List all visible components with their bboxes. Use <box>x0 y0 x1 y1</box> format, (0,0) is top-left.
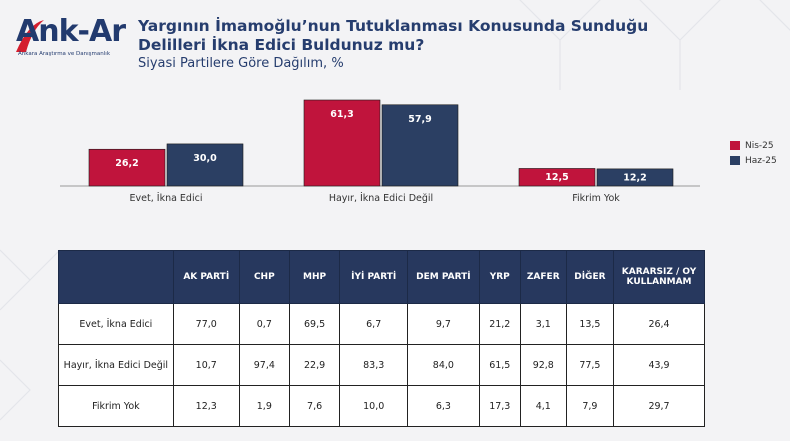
table-cell: 77,5 <box>565 344 615 386</box>
brand-tagline: Ankara Araştırma ve Danışmanlık <box>18 51 110 57</box>
col-header: DEM PARTİ <box>407 250 480 304</box>
table-cell: 3,1 <box>519 303 567 345</box>
col-header: İYİ PARTİ <box>339 250 409 304</box>
row-label: Fikrim Yok <box>58 385 174 427</box>
table-header-row: AK PARTİ CHP MHP İYİ PARTİ DEM PARTİ YRP… <box>58 250 705 304</box>
logo-swoosh-icon <box>16 20 44 52</box>
legend-swatch-nis <box>730 141 740 150</box>
data-label: 61,3 <box>330 109 353 120</box>
data-label: 57,9 <box>408 114 431 125</box>
table-cell: 92,8 <box>519 344 567 386</box>
table-row: Fikrim Yok 12,3 1,9 7,6 10,0 6,3 17,3 4,… <box>58 385 705 427</box>
table-row: Hayır, İkna Edici Değil 10,7 97,4 22,9 8… <box>58 344 705 386</box>
table-cell: 10,0 <box>339 385 409 427</box>
table-cell: 77,0 <box>172 303 240 345</box>
table-cell: 26,4 <box>613 303 705 345</box>
table-cell: 13,5 <box>565 303 615 345</box>
chart-legend: Nis-25 Haz-25 <box>730 138 777 168</box>
table-cell: 22,9 <box>288 344 341 386</box>
table-corner-cell <box>58 250 174 304</box>
brand-name: Ank-Ar <box>16 14 126 49</box>
col-header: DİĞER <box>565 250 615 304</box>
table-cell: 69,5 <box>288 303 341 345</box>
col-header: YRP <box>478 250 521 304</box>
col-header: MHP <box>288 250 341 304</box>
table-cell: 61,5 <box>478 344 521 386</box>
col-header: KARARSIZ / OY KULLANMAM <box>613 250 705 304</box>
bar-nis-25-1 <box>303 99 381 187</box>
table-cell: 6,3 <box>407 385 480 427</box>
col-header: ZAFER <box>519 250 567 304</box>
table-cell: 29,7 <box>613 385 705 427</box>
legend-item-haz: Haz-25 <box>730 153 777 168</box>
title-line-2: Delilleri İkna Edici Buldunuz mu? <box>138 36 425 54</box>
bar-haz-25-0 <box>166 143 244 187</box>
col-header: CHP <box>238 250 290 304</box>
category-label: Fikrim Yok <box>572 193 620 204</box>
subtitle: Siyasi Partilere Göre Dağılım, % <box>138 56 344 71</box>
page-title: Yargının İmamoğlu’nun Tutuklanması Konus… <box>138 17 698 73</box>
table-cell: 6,7 <box>339 303 409 345</box>
bar-chart: 26,2 30,0 Evet, İkna Edici 61,3 57,9 Hayır, İ… <box>60 99 700 204</box>
table-cell: 4,1 <box>519 385 567 427</box>
table-cell: 21,2 <box>478 303 521 345</box>
row-label: Hayır, İkna Edici Değil <box>58 344 174 386</box>
legend-swatch-haz <box>730 156 740 165</box>
data-label: 12,2 <box>623 172 646 183</box>
data-label: 30,0 <box>193 153 217 164</box>
table-cell: 1,9 <box>238 385 290 427</box>
table-cell: 7,9 <box>565 385 615 427</box>
bar-haz-25-2 <box>596 168 674 187</box>
table-cell: 0,7 <box>238 303 290 345</box>
table-cell: 97,4 <box>238 344 290 386</box>
table-cell: 17,3 <box>478 385 521 427</box>
row-label: Evet, İkna Edici <box>58 303 174 345</box>
table-cell: 10,7 <box>172 344 240 386</box>
bar-haz-25-1 <box>381 104 459 187</box>
table-cell: 9,7 <box>407 303 480 345</box>
data-label: 26,2 <box>115 158 138 169</box>
data-label: 12,5 <box>545 172 568 183</box>
table-cell: 43,9 <box>613 344 705 386</box>
legend-label-haz: Haz-25 <box>745 155 777 166</box>
table-cell: 12,3 <box>172 385 240 427</box>
bar-nis-25-0 <box>88 148 166 187</box>
legend-item-nis: Nis-25 <box>730 138 777 153</box>
party-breakdown-table: AK PARTİ CHP MHP İYİ PARTİ DEM PARTİ YRP… <box>58 250 705 427</box>
legend-label-nis: Nis-25 <box>745 140 774 151</box>
title-line-1: Yargının İmamoğlu’nun Tutuklanması Konus… <box>138 17 649 35</box>
table-cell: 7,6 <box>288 385 341 427</box>
category-label: Hayır, İkna Edici Değil <box>329 193 433 204</box>
table-cell: 84,0 <box>407 344 480 386</box>
category-label: Evet, İkna Edici <box>130 193 203 204</box>
bar-nis-25-2 <box>518 168 596 187</box>
col-header: AK PARTİ <box>172 250 240 304</box>
table-cell: 83,3 <box>339 344 409 386</box>
table-row: Evet, İkna Edici 77,0 0,7 69,5 6,7 9,7 2… <box>58 303 705 345</box>
